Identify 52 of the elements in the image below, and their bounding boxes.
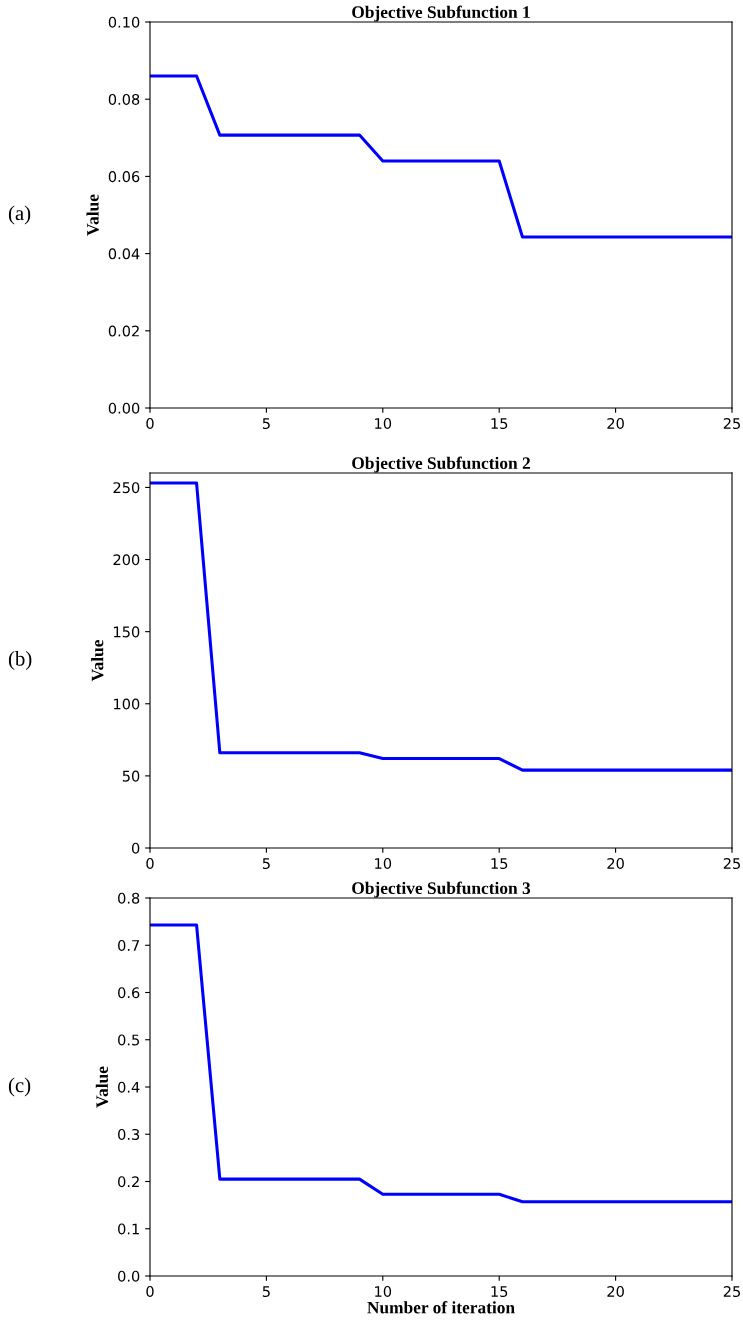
y-tick-label: 0.0 bbox=[118, 1270, 140, 1282]
x-tick-label: 0 bbox=[146, 857, 154, 870]
y-axis-title: Value bbox=[95, 1066, 109, 1108]
line-series bbox=[150, 74, 732, 239]
x-tick-label: 0 bbox=[146, 417, 154, 430]
y-tick-label: 0 bbox=[131, 842, 140, 854]
x-tick-label: 5 bbox=[262, 418, 270, 430]
x-tick-label: 0 bbox=[146, 1285, 154, 1298]
x-axis-title: Number of iteration bbox=[367, 1301, 515, 1314]
y-tick-label: 100 bbox=[114, 698, 140, 710]
x-tick-label: 25 bbox=[723, 857, 740, 870]
x-tick-label: 20 bbox=[607, 417, 624, 430]
y-tick-label: 0.5 bbox=[118, 1034, 139, 1046]
x-tick-label: 15 bbox=[491, 418, 508, 430]
y-tick-label: 250 bbox=[113, 482, 140, 494]
chart-title: Objective Subfunction 3 bbox=[352, 881, 531, 898]
x-tick-label: 10 bbox=[375, 857, 392, 870]
y-tick-label: 0.00 bbox=[108, 402, 140, 414]
text: (b) bbox=[8, 651, 32, 670]
y-tick-label: 0.2 bbox=[118, 1176, 139, 1188]
x-tick-label: 15 bbox=[491, 1286, 508, 1298]
y-tick-label: 0.02 bbox=[108, 325, 139, 337]
y-tick-label: 0.06 bbox=[108, 171, 140, 183]
y-tick-label: 0.4 bbox=[118, 1081, 140, 1093]
x-tick-label: 10 bbox=[375, 1285, 392, 1298]
line-series bbox=[150, 481, 732, 772]
chart-title: Objective Subfunction 2 bbox=[352, 456, 530, 473]
y-tick-label: 0.04 bbox=[108, 248, 140, 260]
y-tick-label: 200 bbox=[113, 554, 140, 566]
x-tick-label: 20 bbox=[607, 1285, 624, 1298]
text: (c) bbox=[8, 1077, 31, 1097]
y-tick-label: 0.6 bbox=[118, 987, 140, 999]
x-tick-label: 20 bbox=[607, 857, 624, 870]
x-tick-label: 5 bbox=[262, 1286, 270, 1298]
line-series bbox=[150, 923, 732, 1204]
x-tick-label: 15 bbox=[491, 858, 508, 870]
y-axis-title: Value bbox=[91, 640, 104, 682]
y-tick-label: 150 bbox=[114, 626, 140, 638]
chart-title: Objective Subfunction 1 bbox=[352, 5, 530, 22]
y-tick-label: 0.10 bbox=[108, 16, 140, 28]
y-tick-label: 50 bbox=[122, 770, 140, 782]
y-tick-label: 0.7 bbox=[118, 939, 140, 951]
x-tick-label: 5 bbox=[262, 858, 270, 870]
y-tick-label: 0.3 bbox=[118, 1128, 140, 1140]
y-tick-label: 0.8 bbox=[118, 892, 140, 904]
y-tick-label: 0.08 bbox=[108, 93, 140, 105]
x-tick-label: 25 bbox=[723, 417, 740, 430]
text: (a) bbox=[8, 205, 31, 225]
y-tick-label: 0.1 bbox=[118, 1223, 139, 1235]
y-axis-title: Value bbox=[86, 194, 99, 236]
x-tick-label: 25 bbox=[723, 1285, 740, 1298]
x-tick-label: 10 bbox=[375, 417, 392, 430]
